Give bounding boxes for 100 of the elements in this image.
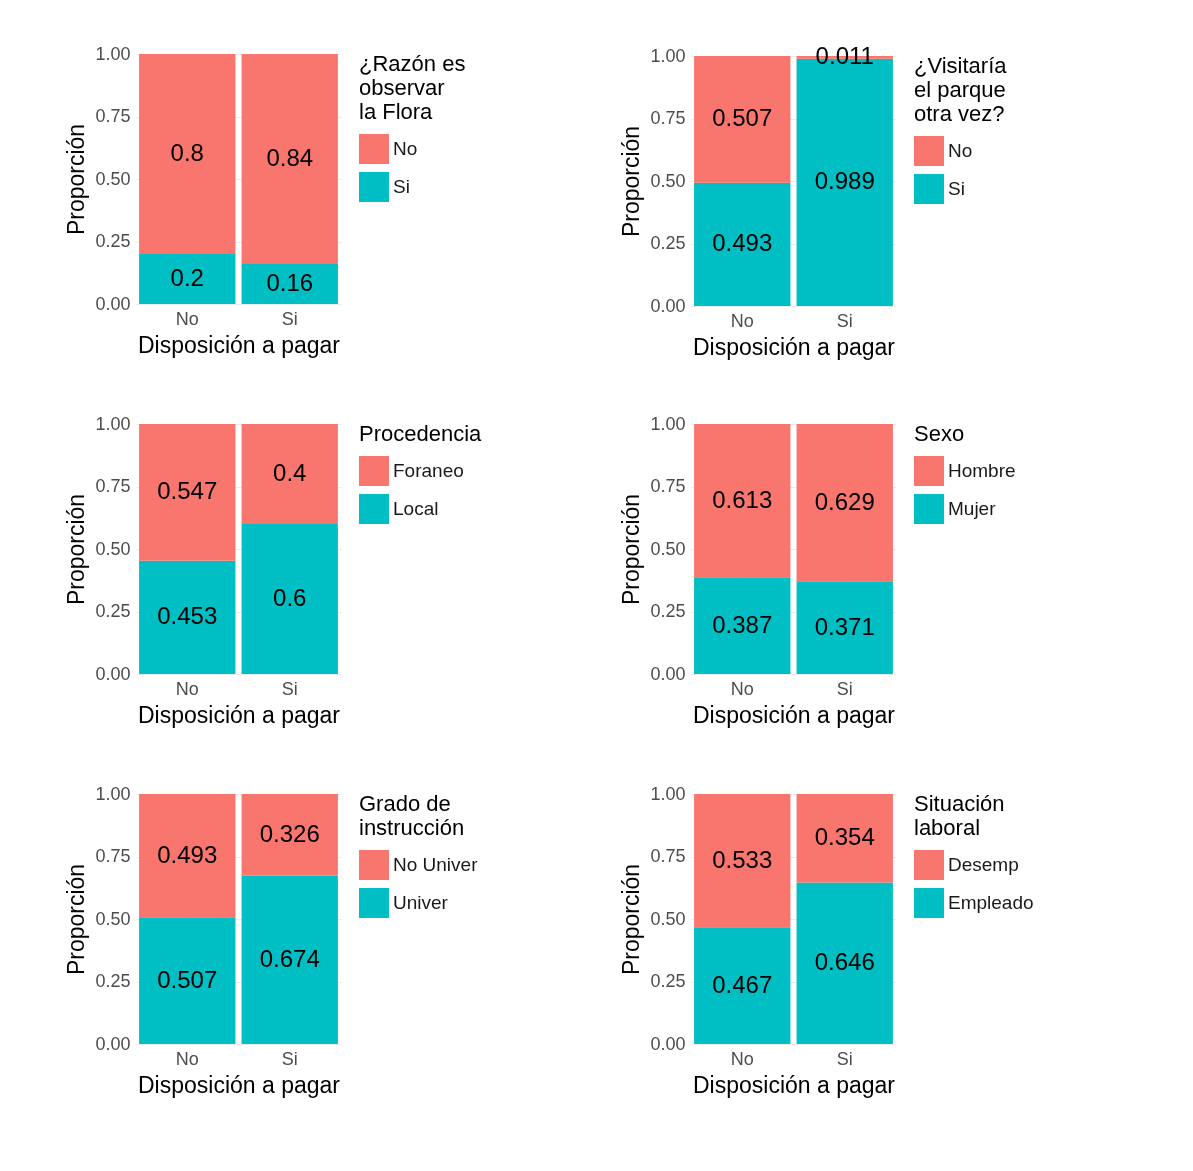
y-axis-title: Proporción bbox=[63, 493, 90, 606]
y-tick-label: 0.00 bbox=[650, 1033, 686, 1054]
bar bbox=[241, 54, 338, 264]
y-tick-label: 0.75 bbox=[650, 476, 686, 496]
data-label: 0.4 bbox=[273, 459, 307, 486]
data-label: 0.507 bbox=[712, 104, 773, 132]
data-label: 0.387 bbox=[712, 610, 773, 638]
y-tick-label: 0.50 bbox=[650, 538, 686, 559]
y-tick-label: 0.25 bbox=[95, 601, 131, 621]
y-tick-label: 1.00 bbox=[650, 783, 686, 804]
x-tick-label: No bbox=[730, 1048, 754, 1069]
data-label: 0.326 bbox=[259, 819, 320, 847]
y-tick-label: 0.75 bbox=[95, 846, 131, 866]
legend-label: Foraneo bbox=[393, 460, 464, 481]
y-tick-label: 0.50 bbox=[95, 908, 131, 929]
y-tick-label: 0.00 bbox=[650, 295, 686, 316]
y-tick-label: 0.25 bbox=[95, 971, 131, 991]
data-label: 0.371 bbox=[814, 612, 875, 640]
y-tick-label: 0.25 bbox=[650, 233, 686, 253]
y-tick-label: 0.50 bbox=[650, 908, 686, 929]
bar bbox=[241, 264, 338, 304]
data-label: 0.646 bbox=[814, 948, 875, 976]
x-tick-label: No bbox=[175, 1048, 199, 1069]
legend-title: ¿Visitaría el parque otra vez? bbox=[914, 53, 1008, 126]
x-tick-label: No bbox=[730, 678, 754, 699]
legend-label: No Univer bbox=[393, 854, 479, 875]
legend-title: Procedencia bbox=[359, 421, 483, 446]
y-tick-label: 0.75 bbox=[95, 106, 131, 126]
x-tick-label: Si bbox=[281, 678, 298, 699]
y-tick-label: 1.00 bbox=[95, 43, 131, 64]
bar bbox=[796, 581, 893, 674]
legend-label: Empleado bbox=[948, 892, 1034, 913]
data-label: 0.2 bbox=[170, 264, 204, 291]
data-label: 0.533 bbox=[712, 845, 773, 873]
bar bbox=[694, 577, 791, 674]
bar bbox=[796, 424, 893, 582]
bar bbox=[694, 424, 791, 578]
data-label: 0.6 bbox=[273, 584, 307, 611]
data-label: 0.493 bbox=[157, 840, 218, 868]
legend-title: Situación laboral bbox=[914, 791, 1005, 840]
x-axis-title: Disposición a pagar bbox=[137, 701, 341, 728]
y-tick-label: 0.50 bbox=[650, 170, 686, 191]
data-label: 0.493 bbox=[712, 229, 773, 257]
legend-title: Sexo bbox=[914, 421, 965, 446]
bar bbox=[694, 182, 791, 306]
y-tick-label: 1.00 bbox=[95, 413, 131, 434]
data-label: 0.467 bbox=[712, 970, 773, 998]
data-label: 0.8 bbox=[170, 139, 204, 166]
y-tick-label: 1.00 bbox=[650, 45, 686, 66]
legend-label: Mujer bbox=[948, 498, 997, 519]
legend-title: ¿Razón es observar la Flora bbox=[359, 51, 466, 124]
data-label: 0.354 bbox=[814, 823, 875, 851]
y-axis-title: Proporción bbox=[618, 125, 645, 238]
x-tick-label: No bbox=[175, 308, 199, 329]
legend-label: Si bbox=[948, 178, 965, 199]
data-label: 0.547 bbox=[157, 477, 218, 505]
x-tick-label: No bbox=[730, 310, 754, 331]
legend-label: No bbox=[393, 138, 418, 159]
bar bbox=[139, 917, 236, 1044]
y-tick-label: 0.25 bbox=[650, 601, 686, 621]
bar bbox=[241, 794, 338, 876]
bar bbox=[796, 794, 893, 883]
legend-label: Hombre bbox=[948, 460, 1016, 481]
y-tick-label: 0.50 bbox=[95, 538, 131, 559]
y-axis-title: Proporción bbox=[618, 863, 645, 976]
legend-label: Desemp bbox=[948, 854, 1019, 875]
legend-label: Si bbox=[393, 176, 410, 197]
data-label: 0.453 bbox=[157, 602, 218, 630]
bar bbox=[139, 794, 236, 918]
bar bbox=[241, 875, 338, 1044]
data-label: 0.629 bbox=[814, 487, 875, 515]
bar bbox=[694, 56, 791, 183]
data-label: 0.16 bbox=[266, 269, 314, 296]
data-label: 0.507 bbox=[157, 965, 218, 993]
legend-label: No bbox=[948, 140, 973, 161]
y-tick-label: 0.00 bbox=[95, 663, 131, 684]
bar bbox=[139, 424, 236, 561]
y-axis-title: Proporción bbox=[63, 123, 90, 236]
data-label: 0.613 bbox=[712, 485, 773, 513]
bar bbox=[139, 560, 236, 674]
x-axis-title: Disposición a pagar bbox=[137, 1071, 341, 1098]
legend-title: Grado de instrucción bbox=[359, 791, 465, 840]
x-axis-title: Disposición a pagar bbox=[692, 701, 896, 728]
bar bbox=[139, 254, 236, 304]
y-tick-label: 0.00 bbox=[95, 1033, 131, 1054]
y-tick-label: 1.00 bbox=[650, 413, 686, 434]
x-axis-title: Disposición a pagar bbox=[692, 1071, 896, 1098]
y-tick-label: 0.75 bbox=[95, 476, 131, 496]
y-tick-label: 0.00 bbox=[650, 663, 686, 684]
x-tick-label: Si bbox=[281, 308, 298, 329]
bar bbox=[139, 54, 236, 254]
y-tick-label: 0.75 bbox=[650, 846, 686, 866]
x-tick-label: Si bbox=[836, 310, 853, 331]
y-tick-label: 0.25 bbox=[650, 971, 686, 991]
x-tick-label: No bbox=[175, 678, 199, 699]
y-tick-label: 0.75 bbox=[650, 108, 686, 128]
data-label: 0.989 bbox=[814, 167, 875, 195]
bar bbox=[694, 927, 791, 1044]
x-tick-label: Si bbox=[836, 1048, 853, 1069]
x-tick-label: Si bbox=[281, 1048, 298, 1069]
